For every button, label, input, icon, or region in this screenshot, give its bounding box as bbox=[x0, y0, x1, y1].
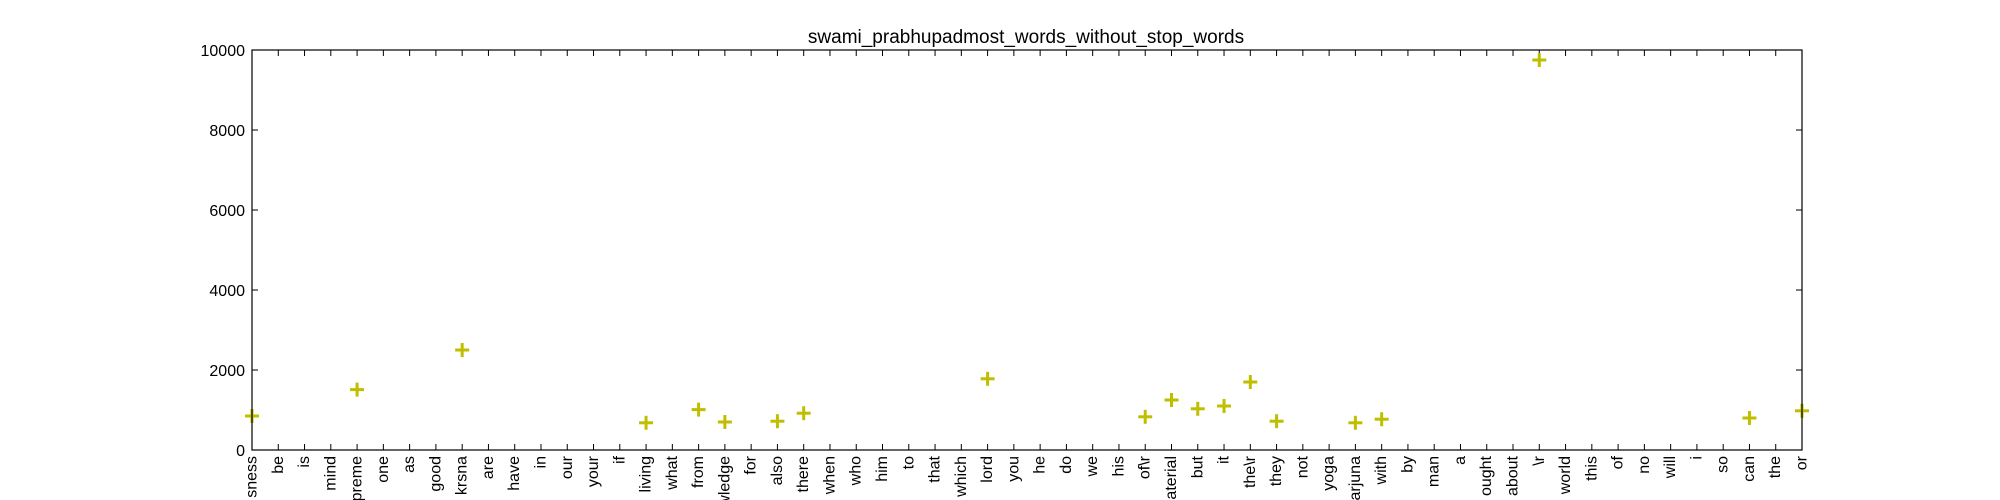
x-tick-label: when bbox=[821, 456, 838, 495]
x-tick-label: wledge bbox=[716, 456, 733, 500]
data-point-marker bbox=[717, 415, 732, 429]
x-tick-label: what bbox=[664, 455, 681, 490]
y-tick-label: 0 bbox=[236, 443, 245, 460]
x-tick-label: preme bbox=[349, 456, 366, 500]
x-tick-label: for bbox=[743, 455, 760, 474]
y-tick-label: 8000 bbox=[209, 123, 245, 140]
data-point-marker bbox=[980, 371, 995, 386]
x-tick-label: \r bbox=[1531, 455, 1548, 465]
x-tick-label: by bbox=[1399, 456, 1416, 473]
x-tick-label: i bbox=[1688, 456, 1705, 460]
x-tick-label: about bbox=[1505, 455, 1522, 496]
x-tick-label: not bbox=[1294, 455, 1311, 478]
x-tick-label: is bbox=[296, 456, 313, 468]
x-tick-label: mind bbox=[322, 456, 339, 491]
x-tick-label: there bbox=[795, 456, 812, 493]
data-point-marker bbox=[691, 402, 706, 417]
x-tick-label: or bbox=[1794, 455, 1811, 470]
x-tick-label: of\r bbox=[1137, 455, 1154, 479]
data-point-marker bbox=[1164, 393, 1179, 407]
x-tick-label: yoga bbox=[1321, 456, 1338, 491]
x-tick-label: his bbox=[1110, 456, 1127, 476]
x-tick-label: do bbox=[1058, 456, 1075, 474]
chart-title: swami_prabhupadmost_words_without_stop_w… bbox=[808, 27, 1244, 48]
data-point-marker bbox=[1532, 53, 1547, 67]
data-point-marker bbox=[639, 415, 654, 430]
x-tick-label: they bbox=[1268, 456, 1285, 486]
data-point-marker bbox=[1217, 399, 1232, 413]
y-axis: 0 2000 4000 6000 8000 10000 bbox=[201, 43, 1802, 460]
data-point-marker bbox=[455, 343, 470, 357]
x-tick-label: to bbox=[900, 456, 917, 469]
data-point-marker bbox=[350, 382, 365, 397]
x-tick-label: also bbox=[769, 456, 786, 485]
x-tick-label: ought bbox=[1478, 455, 1495, 496]
x-tick-label: this bbox=[1583, 456, 1600, 481]
x-tick-label: world bbox=[1557, 456, 1574, 495]
x-tick-label: the\r bbox=[1242, 455, 1259, 488]
x-tick-label: will bbox=[1662, 456, 1679, 479]
x-tick-label: if bbox=[611, 455, 628, 464]
x-tick-label: the bbox=[1767, 456, 1784, 478]
data-series bbox=[245, 53, 1809, 430]
data-point-marker bbox=[1243, 375, 1258, 389]
x-tick-label: living bbox=[638, 456, 655, 492]
x-tick-label: we bbox=[1084, 456, 1101, 478]
x-axis: sness be is mind preme one as good krsna are have i… bbox=[244, 50, 1811, 500]
y-tick-label: 6000 bbox=[209, 203, 245, 220]
data-point-marker bbox=[1269, 414, 1284, 429]
x-tick-label: you bbox=[1005, 456, 1022, 482]
x-tick-label: with bbox=[1373, 456, 1390, 485]
x-tick-label: from bbox=[690, 456, 707, 488]
data-point-marker bbox=[1138, 409, 1153, 424]
x-tick-label: it bbox=[1216, 455, 1233, 464]
x-tick-label: a bbox=[1452, 456, 1469, 465]
x-tick-label: no bbox=[1636, 456, 1653, 474]
x-tick-label: of bbox=[1610, 455, 1627, 469]
x-tick-label: but bbox=[1189, 455, 1206, 478]
x-tick-label: he bbox=[1032, 456, 1049, 474]
data-point-marker bbox=[796, 406, 811, 421]
data-point-marker bbox=[1190, 401, 1205, 416]
data-point-marker bbox=[1374, 412, 1389, 427]
x-tick-label: sness bbox=[244, 456, 261, 498]
x-tick-label: so bbox=[1715, 456, 1732, 473]
x-tick-label: aterial bbox=[1163, 456, 1180, 500]
x-tick-label: krsna bbox=[454, 456, 471, 495]
x-tick-label: which bbox=[953, 456, 970, 498]
y-tick-label: 4000 bbox=[209, 283, 245, 300]
x-tick-label: in bbox=[532, 456, 549, 468]
y-tick-label: 10000 bbox=[201, 43, 246, 60]
x-tick-label: him bbox=[874, 456, 891, 482]
x-tick-label: as bbox=[401, 456, 418, 473]
data-point-marker bbox=[770, 414, 785, 429]
x-tick-label: our bbox=[559, 455, 576, 479]
data-point-marker bbox=[1348, 415, 1363, 430]
x-tick-label: have bbox=[506, 456, 523, 491]
x-tick-label: be bbox=[270, 456, 287, 474]
x-tick-label: can bbox=[1741, 456, 1758, 482]
x-tick-label: arjuna bbox=[1347, 456, 1364, 500]
x-tick-label: your bbox=[585, 455, 602, 487]
x-tick-label: are bbox=[480, 456, 497, 479]
x-tick-label: that bbox=[927, 455, 944, 482]
x-tick-label: one bbox=[375, 456, 392, 483]
data-point-marker bbox=[1742, 411, 1757, 425]
x-tick-label: good bbox=[427, 456, 444, 492]
x-tick-label: who bbox=[848, 456, 865, 486]
y-tick-label: 2000 bbox=[209, 363, 245, 380]
plot-area-frame bbox=[251, 49, 1803, 451]
x-tick-label: man bbox=[1426, 456, 1443, 487]
x-tick-label: lord bbox=[979, 456, 996, 483]
